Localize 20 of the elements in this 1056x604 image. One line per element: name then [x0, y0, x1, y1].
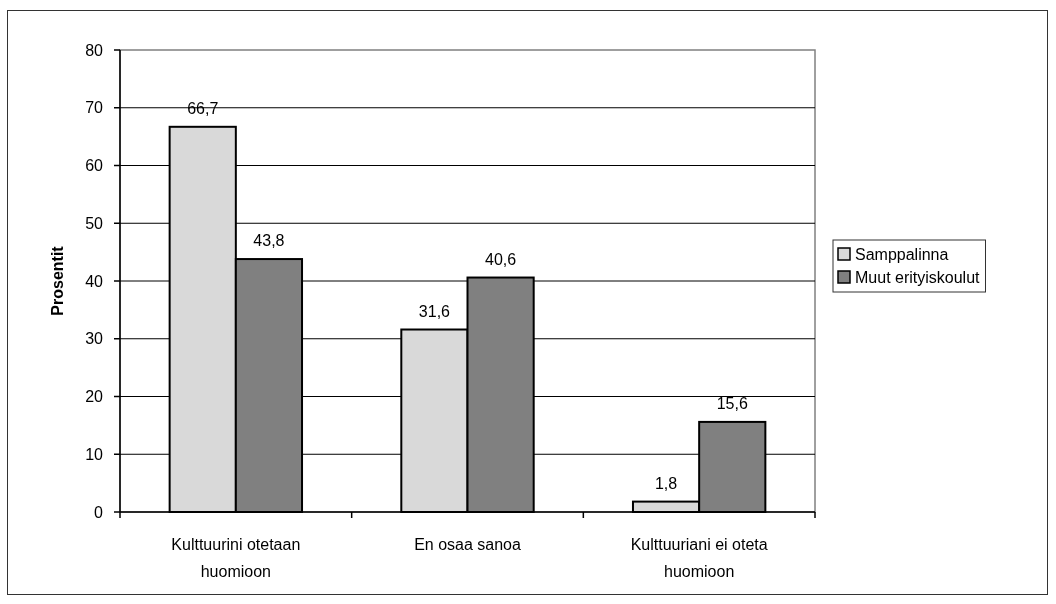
- data-label: 31,6: [418, 302, 451, 320]
- y-tick-label: 50: [85, 214, 104, 232]
- legend-label: Samppalinna: [855, 245, 949, 263]
- data-label: 1,8: [654, 474, 678, 492]
- y-tick-label: 60: [85, 157, 104, 175]
- y-tick-label: 0: [94, 503, 104, 521]
- y-tick-label: 20: [85, 388, 104, 406]
- x-tick-label: Kulttuurini otetaan huomioon: [171, 536, 301, 580]
- data-label: 15,6: [716, 394, 748, 412]
- y-tick-label: 80: [85, 41, 104, 59]
- y-axis-title: Prosentit: [49, 245, 66, 316]
- data-label: 43,8: [253, 232, 285, 250]
- y-tick-label: 40: [85, 272, 104, 290]
- y-tick-label: 30: [85, 330, 104, 348]
- data-label: 40,6: [485, 250, 517, 268]
- x-tick-label: En osaa sanoa: [414, 536, 521, 553]
- y-tick-label: 10: [85, 445, 104, 463]
- y-tick-label: 70: [85, 99, 104, 117]
- x-tick-label: Kulttuuriani ei oteta huomioon: [630, 536, 768, 580]
- legend-label: Muut erityiskoulut: [855, 268, 981, 286]
